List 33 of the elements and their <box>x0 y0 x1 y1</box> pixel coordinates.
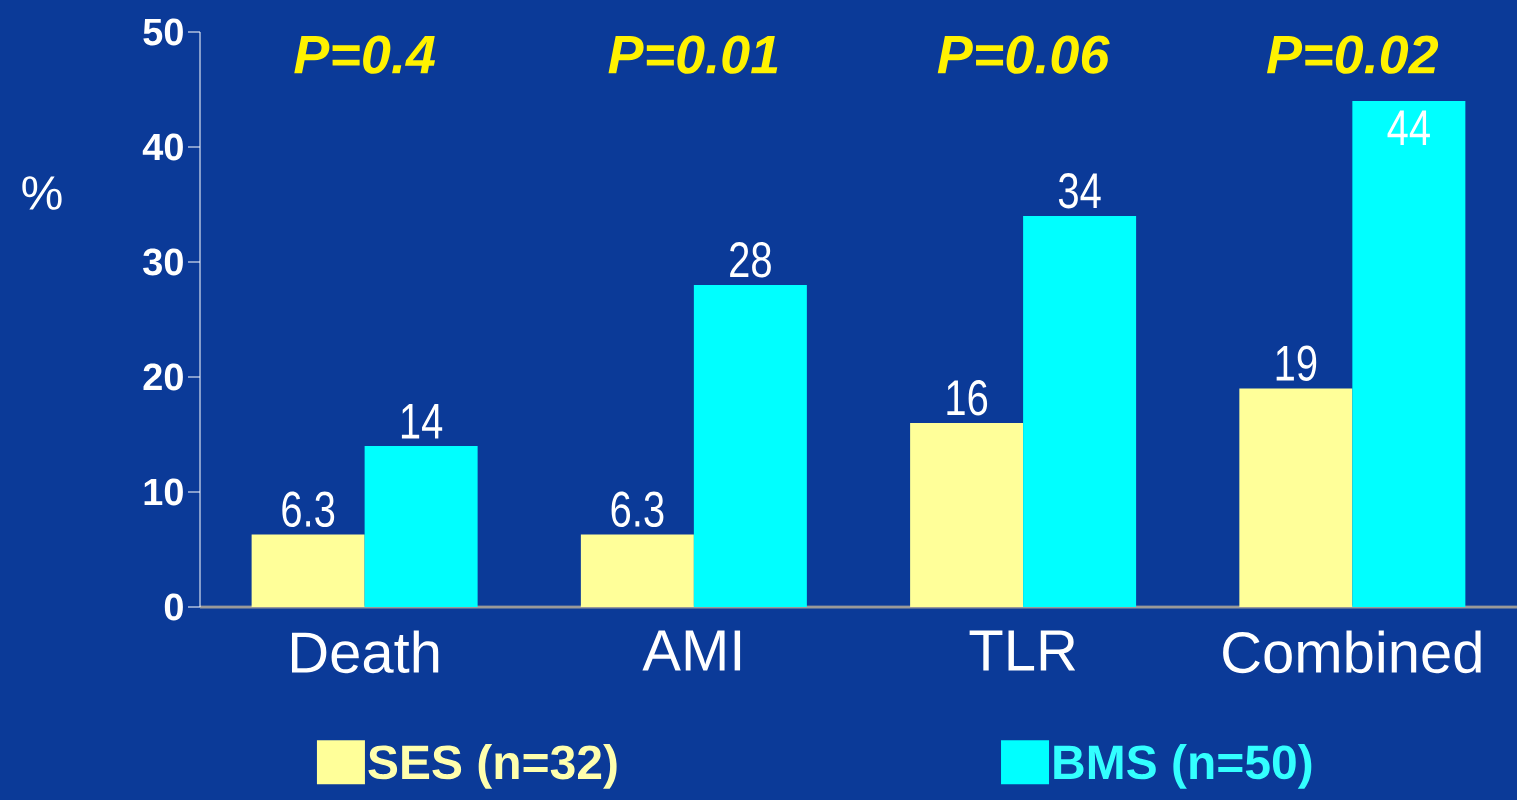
bar <box>580 534 694 607</box>
x-tick-label: Death <box>291 630 439 674</box>
x-tick-label: AMI <box>642 630 741 671</box>
annotation: P=0.01 <box>608 35 778 74</box>
data-label: 16 <box>947 380 988 416</box>
x-tick-label: TLR <box>969 630 1076 671</box>
data-label: 34 <box>1058 173 1101 209</box>
data-label: 6.3 <box>611 491 664 528</box>
y-tick-label: 10 <box>144 478 183 506</box>
data-label: 6.3 <box>282 491 335 528</box>
y-tick-label: 20 <box>143 363 183 391</box>
bar <box>251 534 365 607</box>
annotation: P=0.02 <box>1266 35 1439 74</box>
bar <box>1023 215 1137 607</box>
data-label: 28 <box>730 242 771 278</box>
legend-label: BMS (n=50) <box>1054 744 1312 789</box>
y-tick-label: 40 <box>142 133 183 161</box>
data-label: 14 <box>401 404 443 439</box>
bar <box>1352 100 1466 607</box>
annotation: P=0.06 <box>937 35 1110 74</box>
x-tick-label: Combined <box>1223 630 1481 674</box>
annotation: P=0.4 <box>294 35 436 74</box>
legend-label: SES (n=32) <box>368 744 617 789</box>
y-tick-label: 0 <box>164 593 183 621</box>
data-label: 19 <box>1276 345 1317 381</box>
bar <box>693 284 807 607</box>
bar <box>1239 388 1353 607</box>
bar <box>364 446 478 607</box>
y-axis-title: % <box>22 176 62 210</box>
bar <box>910 423 1024 607</box>
data-label: 44 <box>1387 110 1430 145</box>
y-tick-label: 30 <box>143 248 183 276</box>
y-tick-label: 50 <box>143 18 183 46</box>
